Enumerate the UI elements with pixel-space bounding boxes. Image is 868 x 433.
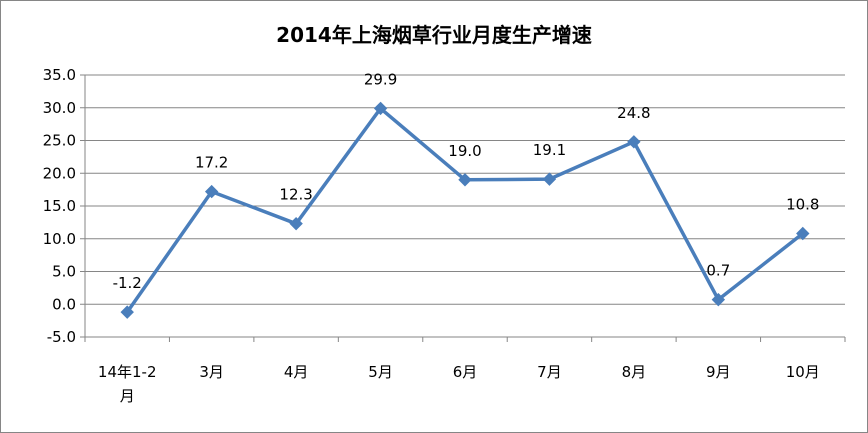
data-label: 29.9 <box>364 70 397 88</box>
y-tick-label: -5.0 <box>47 328 76 346</box>
chart-title: 2014年上海烟草行业月度生产增速 <box>276 23 592 47</box>
y-tick-label: 35.0 <box>43 66 76 84</box>
data-label: 17.2 <box>195 154 228 172</box>
data-point-marker <box>373 101 388 116</box>
y-tick-label: 25.0 <box>43 132 76 150</box>
data-point-marker <box>458 173 472 187</box>
x-tick-label: 7月 <box>537 363 562 381</box>
x-tick-labels: 14年1-2 月 3月 4月 5月 6月 7月 8月 9月 10月 <box>98 363 820 405</box>
data-label: 19.0 <box>448 142 481 160</box>
y-tick-label: 15.0 <box>43 197 76 215</box>
data-labels: -1.2 17.2 12.3 29.9 19.0 19.1 24.8 0.7 10.8 <box>113 70 820 292</box>
x-tick-label: 5月 <box>368 363 393 381</box>
data-point-marker <box>204 184 219 199</box>
series <box>120 101 810 319</box>
data-label: 19.1 <box>533 141 566 159</box>
data-label: 24.8 <box>617 104 650 122</box>
y-tick-label: 5.0 <box>52 263 76 281</box>
x-tick-label: 8月 <box>622 363 647 381</box>
data-point-marker <box>542 172 557 186</box>
gridlines <box>85 74 845 338</box>
data-label: -1.2 <box>113 274 142 292</box>
data-point-marker <box>711 292 726 307</box>
y-tick-label: 10.0 <box>43 230 76 248</box>
x-tick-label: 6月 <box>453 363 478 381</box>
axes <box>80 74 846 342</box>
x-tick-label: 3月 <box>199 363 224 381</box>
data-point-marker <box>796 226 810 241</box>
data-point-marker <box>627 135 641 149</box>
x-tick-label: 14年1-2 月 <box>98 363 157 405</box>
data-label: 12.3 <box>279 186 312 204</box>
y-tick-label: 20.0 <box>43 164 76 182</box>
x-tick-label: 4月 <box>284 363 309 381</box>
y-tick-label: 0.0 <box>52 295 76 313</box>
data-label: 10.8 <box>786 196 819 214</box>
y-tick-labels: 35.0 30.0 25.0 20.0 15.0 10.0 5.0 0.0 -5.0 <box>43 66 76 346</box>
data-point-marker <box>289 216 303 231</box>
y-tick-label: 30.0 <box>43 99 76 117</box>
data-label: 0.7 <box>706 262 730 280</box>
x-tick-label: 9月 <box>706 363 731 381</box>
x-tick-label: 10月 <box>786 363 820 381</box>
series-line <box>125 106 804 314</box>
data-point-marker <box>120 305 134 319</box>
